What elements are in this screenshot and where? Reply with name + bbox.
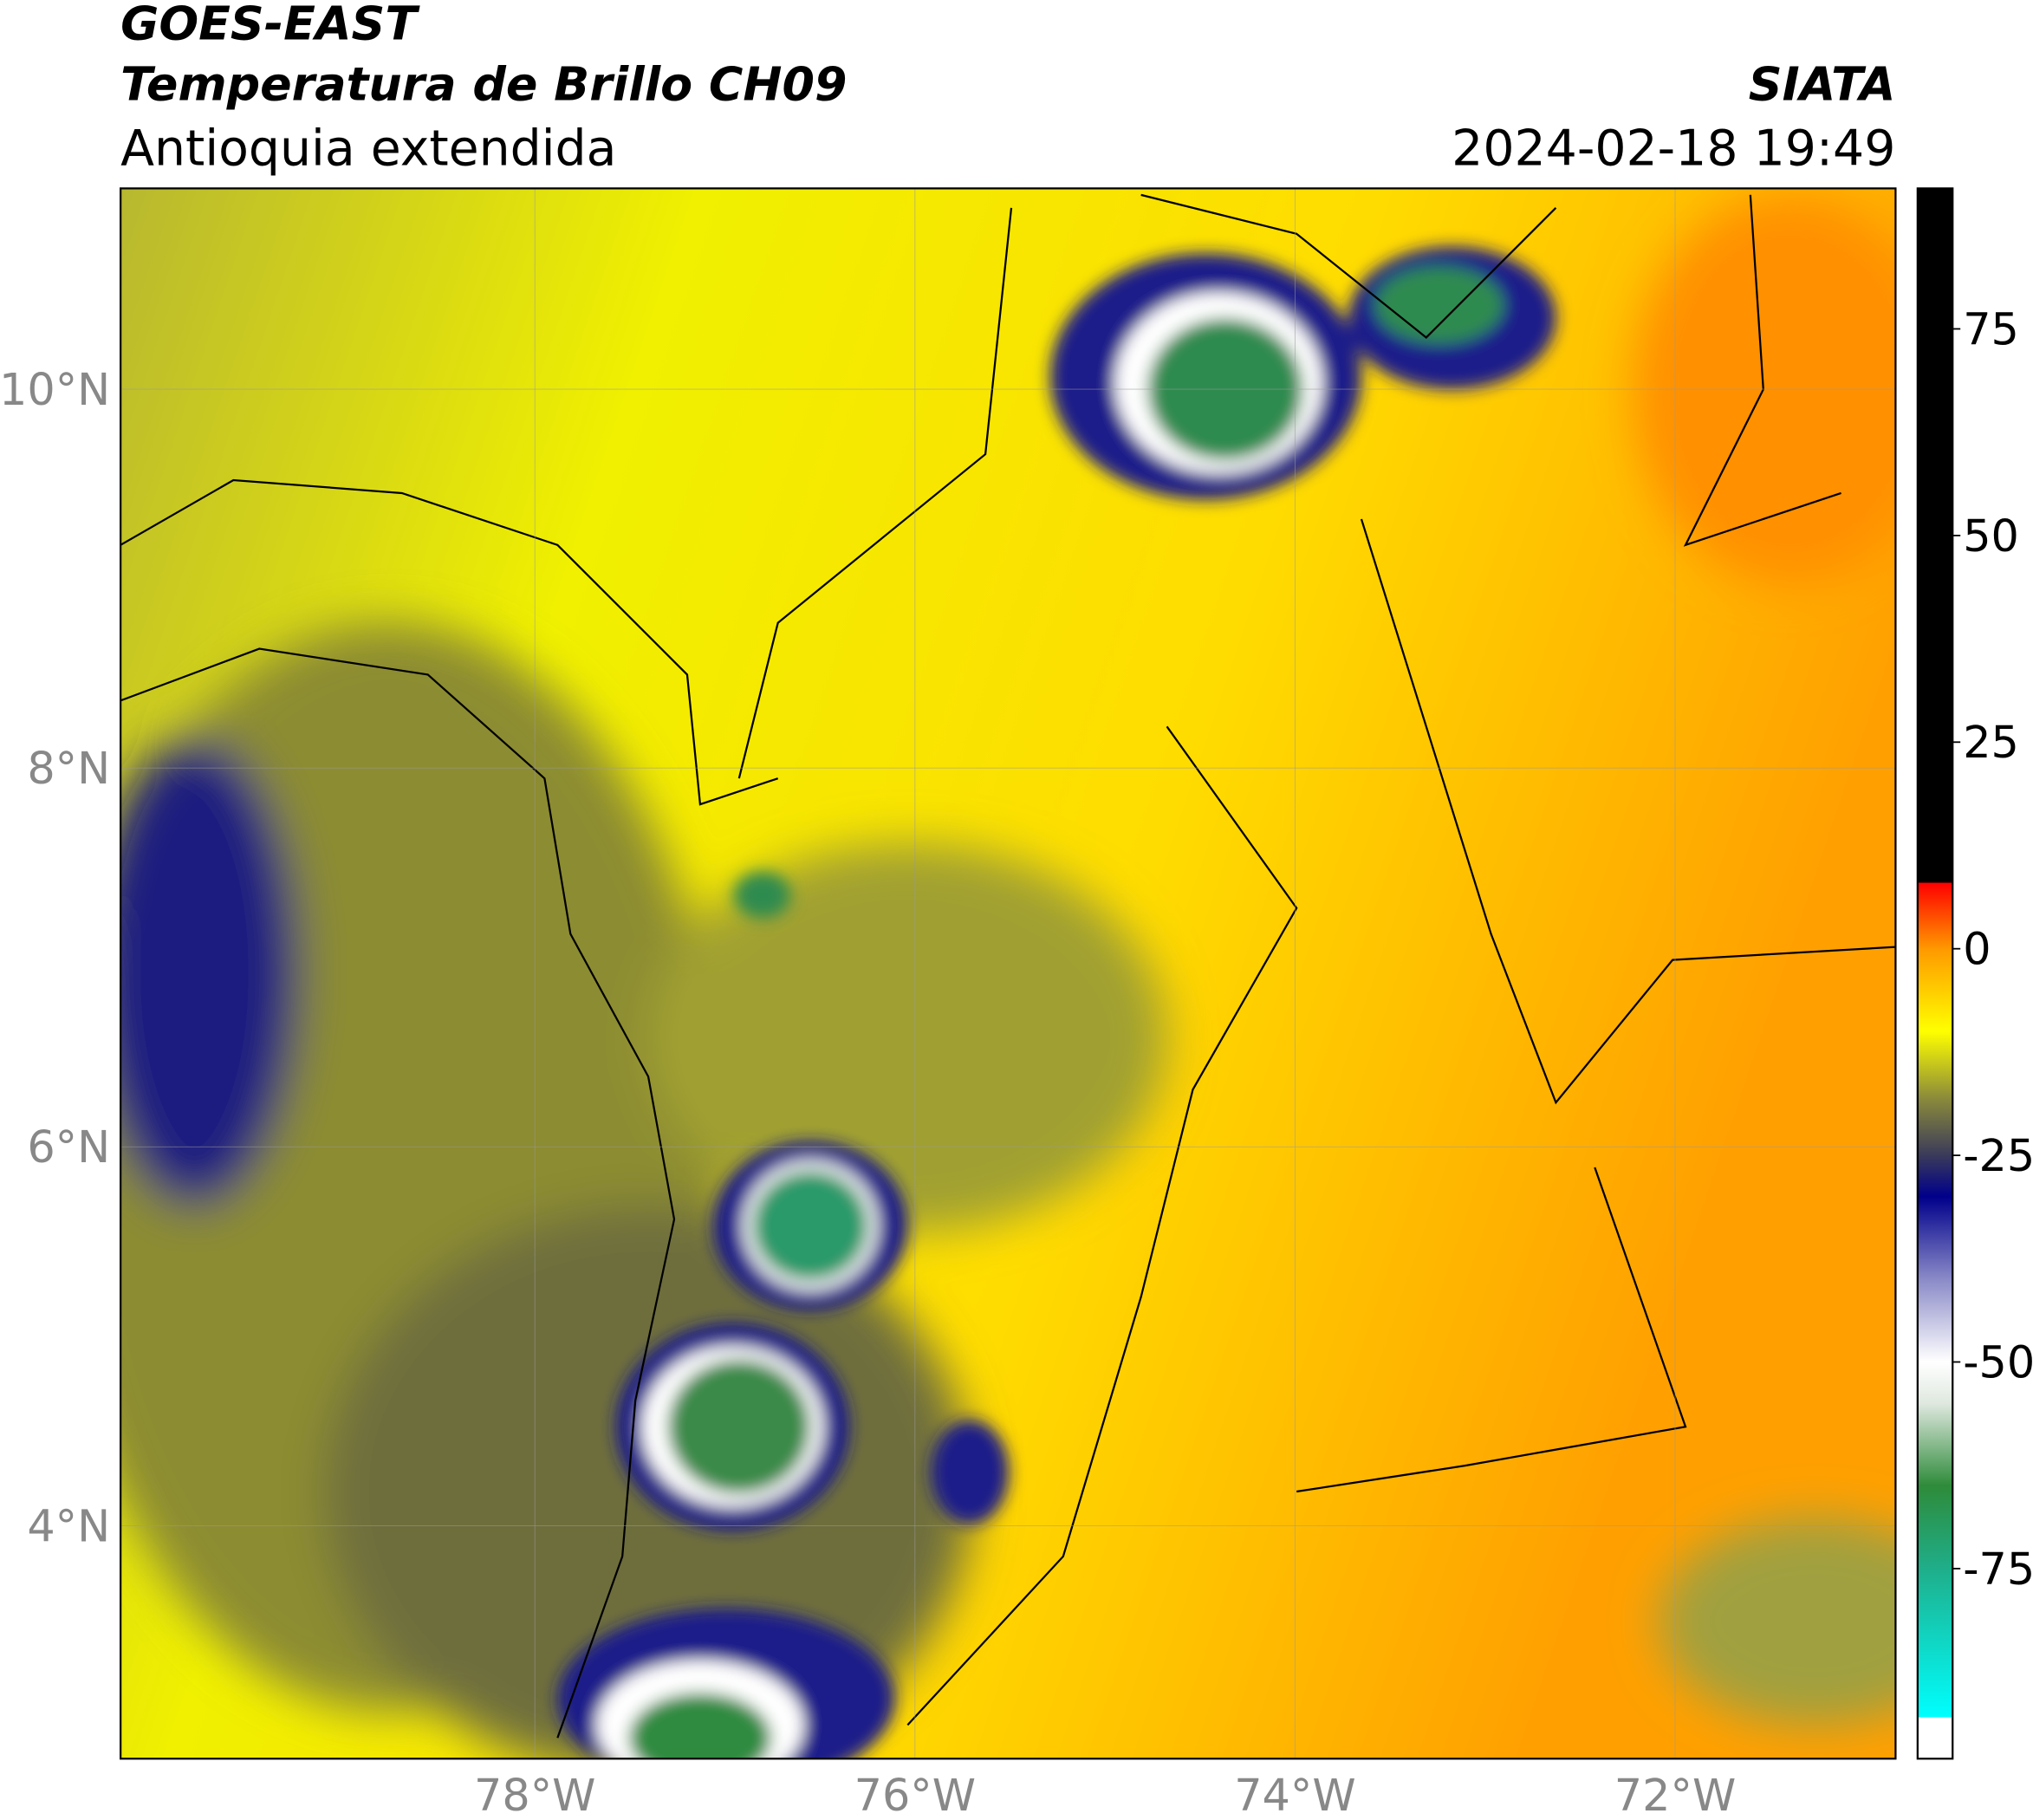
map-image [120, 188, 1896, 1759]
colorbar-tick-label: -50 [1963, 1336, 2033, 1388]
source: SIATA [1749, 57, 1896, 112]
colorbar [1916, 187, 1954, 1760]
y-tick-label: 10°N [0, 364, 110, 415]
y-tick-label: 8°N [27, 743, 110, 794]
grid [120, 188, 1896, 1759]
map-frame [120, 187, 1897, 1760]
region: Antioquia extendida [120, 120, 616, 177]
colorbar-tick-label: -25 [1963, 1130, 2033, 1181]
x-tick-label: 78°W [474, 1770, 595, 1820]
x-tick-label: 74°W [1234, 1770, 1355, 1820]
colorbar-tick-label: -75 [1963, 1544, 2033, 1595]
y-tick-label: 6°N [27, 1121, 110, 1173]
colorbar-tick-label: 0 [1963, 924, 1991, 975]
title: GOES-EAST [120, 0, 420, 50]
colorbar-tick-label: 50 [1963, 510, 2019, 562]
x-tick-label: 72°W [1614, 1770, 1736, 1820]
x-tick-label: 76°W [854, 1770, 976, 1820]
datetime: 2024-02-18 19:49 [1452, 120, 1895, 177]
colorbar-tick-label: 25 [1963, 717, 2019, 768]
subtitle: Temperatura de Brillo CH09 [120, 57, 847, 112]
y-tick-label: 4°N [27, 1500, 110, 1551]
colorbar-tick-label: 75 [1963, 303, 2019, 354]
